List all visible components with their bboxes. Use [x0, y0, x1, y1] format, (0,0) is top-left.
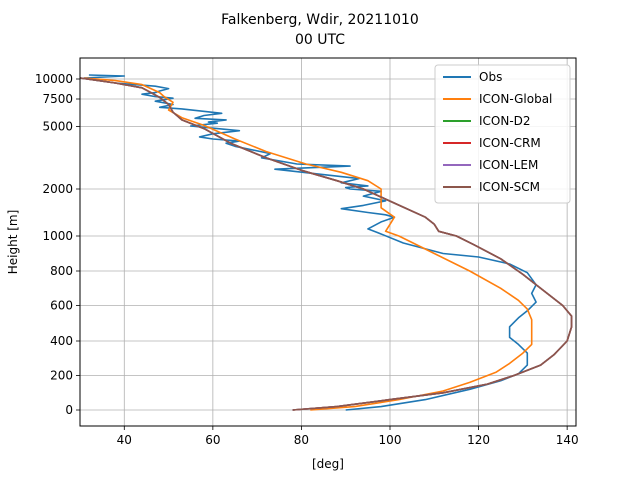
x-axis-ticks: 40 60 80 100 120 140 — [117, 426, 579, 447]
y-tick-label: 5000 — [42, 120, 73, 134]
chart-subtitle: 00 UTC — [295, 32, 345, 48]
x-tick-label: 60 — [205, 433, 220, 447]
x-tick-label: 40 — [117, 433, 132, 447]
y-tick-label: 400 — [50, 334, 73, 348]
y-axis-label: Height [m] — [6, 210, 20, 275]
series-lines — [79, 74, 573, 411]
x-tick-label: 140 — [556, 433, 579, 447]
legend-entry: ICON-Global — [479, 92, 552, 106]
y-tick-label: 1000 — [42, 229, 73, 243]
x-axis-label: [deg] — [312, 457, 344, 471]
series-line-obs — [83, 74, 537, 411]
series-line-icon-scm — [79, 77, 573, 411]
y-tick-label: 800 — [50, 264, 73, 278]
y-tick-label: 0 — [65, 403, 73, 417]
y-axis-ticks: 0 200 400 600 800 1000 2000 5000 7500 10000 — [35, 72, 80, 417]
plot-area-frame — [79, 57, 577, 427]
legend: Obs ICON-Global ICON-D2 ICON-CRM ICON-LEM ICO… — [434, 64, 571, 204]
legend-entry: ICON-CRM — [479, 136, 541, 150]
x-tick-label: 100 — [379, 433, 402, 447]
x-tick-label: 120 — [467, 433, 490, 447]
y-tick-label: 2000 — [42, 182, 73, 196]
legend-entry: ICON-SCM — [479, 180, 540, 194]
y-tick-label: 7500 — [42, 92, 73, 106]
y-tick-label: 200 — [50, 369, 73, 383]
y-tick-label: 10000 — [35, 72, 73, 86]
legend-entry: Obs — [479, 70, 502, 84]
legend-entry: ICON-LEM — [479, 158, 538, 172]
series-line-icon-global — [84, 77, 533, 411]
x-tick-label: 80 — [294, 433, 309, 447]
y-tick-label: 600 — [50, 299, 73, 313]
chart-title: Falkenberg, Wdir, 20211010 — [221, 12, 419, 28]
legend-entry: ICON-D2 — [479, 114, 531, 128]
